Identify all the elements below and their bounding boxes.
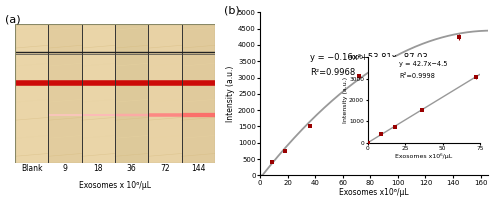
Bar [182,24,215,163]
Text: 144: 144 [191,164,206,173]
Y-axis label: Intensity (a.u.): Intensity (a.u.) [342,77,347,123]
Bar [82,24,115,163]
Text: 36: 36 [127,164,136,173]
X-axis label: Exosomes x10⁶/μL: Exosomes x10⁶/μL [339,188,408,197]
Bar [15,24,48,163]
Text: Exosomes x 10⁶/μL: Exosomes x 10⁶/μL [79,181,151,190]
Text: R²=0.9968: R²=0.9968 [310,68,356,77]
Text: (a): (a) [5,14,20,24]
Text: 18: 18 [94,164,103,173]
Bar [148,24,182,163]
Bar [48,24,82,163]
Text: Blank: Blank [21,164,42,173]
Y-axis label: Intensity (a.u.): Intensity (a.u.) [226,66,235,122]
Bar [115,24,148,163]
Text: 72: 72 [160,164,170,173]
Text: 9: 9 [62,164,68,173]
X-axis label: Exosomes x10⁶/μL: Exosomes x10⁶/μL [395,153,452,159]
Text: (b): (b) [224,6,240,16]
Text: R²=0.9998: R²=0.9998 [399,73,435,79]
Text: y = 42.7x−4.5: y = 42.7x−4.5 [399,61,448,67]
Text: y = −0.16x²+53.81x−87.03: y = −0.16x²+53.81x−87.03 [310,53,428,62]
